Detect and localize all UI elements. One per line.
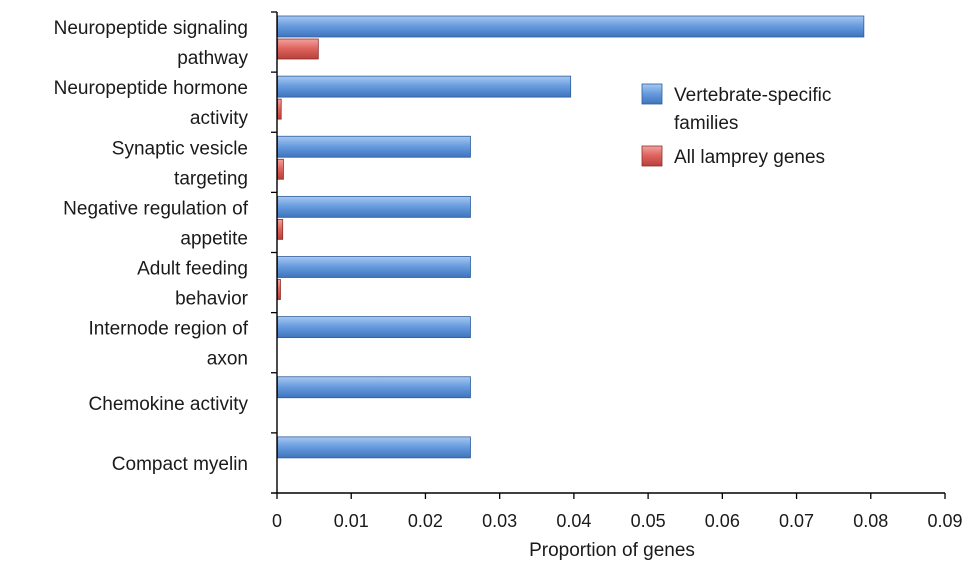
category-label-2: Synaptic vesicle targeting <box>112 138 248 189</box>
bar-all-lamprey-1 <box>277 98 282 120</box>
x-tick-label-1: 0.01 <box>334 511 369 531</box>
x-tick-label-4: 0.04 <box>556 511 591 531</box>
x-tick-label-6: 0.06 <box>705 511 740 531</box>
bar-vertebrate-specific-1 <box>277 75 572 98</box>
legend-swatch-all-lamprey <box>641 145 663 167</box>
bar-vertebrate-specific-6 <box>277 376 471 399</box>
x-tick-label-2: 0.02 <box>408 511 443 531</box>
x-tick-label-9: 0.09 <box>927 511 962 531</box>
x-axis-title: Proportion of genes <box>529 540 695 561</box>
x-tick-label-3: 0.03 <box>482 511 517 531</box>
category-label-3: Negative regulation of appetite <box>63 198 249 249</box>
legend-label-vertebrate-specific: Vertebrate-specific families <box>674 85 831 134</box>
x-tick-label-5: 0.05 <box>631 511 666 531</box>
bar-vertebrate-specific-7 <box>277 436 471 459</box>
x-tick-label-0: 0 <box>272 511 282 531</box>
bar-vertebrate-specific-2 <box>277 135 471 158</box>
bars-layer <box>277 15 865 459</box>
bar-all-lamprey-3 <box>277 218 284 240</box>
legend-swatch-vertebrate-specific <box>641 83 663 105</box>
category-label-4: Adult feeding behavior <box>137 259 249 310</box>
bar-all-lamprey-0 <box>277 38 319 60</box>
bar-all-lamprey-4 <box>277 279 281 300</box>
x-tick-label-7: 0.07 <box>779 511 814 531</box>
category-labels: Neuropeptide signaling pathway Neuropeptid… <box>54 18 249 475</box>
category-label-6: Chemokine activity <box>89 394 249 415</box>
category-label-7: Compact myelin <box>112 454 248 475</box>
x-tick-labels: 0 0.01 0.02 0.03 0.04 0.05 0.06 0.07 0.08 0.09 <box>272 511 963 531</box>
category-label-1: Neuropeptide hormone activity <box>54 78 249 129</box>
legend-label-all-lamprey: All lamprey genes <box>674 147 825 168</box>
category-label-5: Internode region of axon <box>88 319 248 370</box>
bar-vertebrate-specific-3 <box>277 195 471 218</box>
x-tick-label-8: 0.08 <box>853 511 888 531</box>
bar-vertebrate-specific-5 <box>277 316 471 339</box>
bar-vertebrate-specific-4 <box>277 256 471 278</box>
axes-layer <box>271 11 946 499</box>
bar-all-lamprey-2 <box>277 158 284 180</box>
bar-vertebrate-specific-0 <box>277 15 865 38</box>
legend: Vertebrate-specific families All lamprey g… <box>641 83 831 168</box>
category-label-0: Neuropeptide signaling pathway <box>54 18 249 69</box>
